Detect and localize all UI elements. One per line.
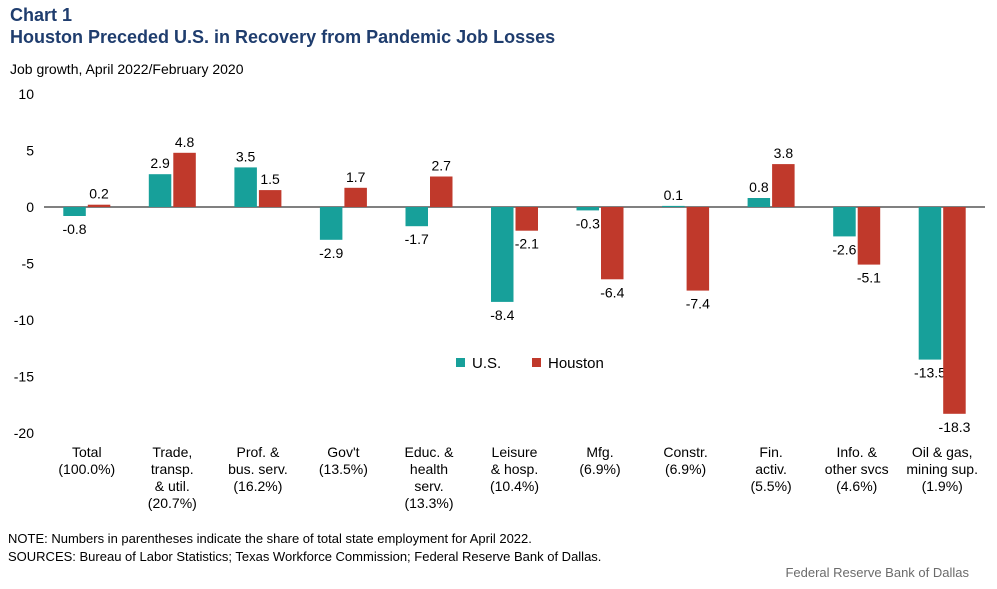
data-label: 4.8 bbox=[175, 134, 195, 150]
bar bbox=[833, 207, 856, 237]
bar bbox=[87, 204, 111, 207]
bar bbox=[686, 207, 710, 291]
data-label: 1.5 bbox=[260, 171, 280, 187]
x-tick-label: (13.3%) bbox=[404, 495, 453, 511]
bar bbox=[918, 207, 942, 360]
bar bbox=[662, 205, 685, 207]
x-tick-label: other svcs bbox=[825, 461, 889, 477]
x-tick-label: (4.6%) bbox=[836, 478, 877, 494]
chart-label: Chart 1 bbox=[10, 5, 73, 25]
bar bbox=[601, 207, 624, 280]
data-label: 0.2 bbox=[89, 186, 109, 202]
y-tick-label: -10 bbox=[14, 312, 34, 328]
data-label: -13.5 bbox=[914, 365, 946, 381]
bar bbox=[344, 187, 367, 207]
data-label: 0.1 bbox=[664, 187, 684, 203]
data-label: -5.1 bbox=[857, 270, 881, 286]
data-label: -1.7 bbox=[405, 231, 429, 247]
legend-entry: U.S. bbox=[472, 355, 501, 372]
data-label: -0.3 bbox=[576, 215, 600, 231]
data-label: 2.7 bbox=[431, 158, 451, 174]
data-label: -6.4 bbox=[600, 284, 624, 300]
bar bbox=[319, 207, 343, 240]
x-tick-label: (20.7%) bbox=[148, 495, 197, 511]
legend-entry: Houston bbox=[548, 355, 604, 372]
x-tick-label: Total bbox=[72, 444, 102, 460]
data-label: -7.4 bbox=[686, 296, 710, 312]
x-tick-label: & hosp. bbox=[491, 461, 538, 477]
footnote-sources: SOURCES: Bureau of Labor Statistics; Tex… bbox=[8, 549, 602, 564]
chart-title: Houston Preceded U.S. in Recovery from P… bbox=[10, 27, 556, 47]
x-tick-label: Prof. & bbox=[237, 444, 280, 460]
bar bbox=[491, 207, 514, 302]
bar bbox=[234, 167, 257, 207]
source-credit: Federal Reserve Bank of Dallas bbox=[785, 565, 969, 580]
x-tick-label: mining sup. bbox=[906, 461, 978, 477]
x-tick-label: & util. bbox=[155, 478, 190, 494]
x-tick-label: (6.9%) bbox=[579, 461, 620, 477]
y-axis-label: Job growth, April 2022/February 2020 bbox=[10, 61, 244, 77]
y-tick-label: 5 bbox=[26, 143, 34, 159]
legend-swatch bbox=[456, 358, 465, 367]
x-tick-label: Constr. bbox=[663, 444, 707, 460]
x-tick-label: Info. & bbox=[836, 444, 877, 460]
data-label: -2.1 bbox=[515, 236, 539, 252]
x-tick-label: Oil & gas, bbox=[912, 444, 973, 460]
bar bbox=[430, 176, 453, 207]
x-tick-label: Fin. bbox=[759, 444, 782, 460]
y-tick-label: -20 bbox=[14, 425, 34, 441]
x-tick-label: health bbox=[410, 461, 448, 477]
data-label: -2.9 bbox=[319, 245, 343, 261]
data-label: 1.7 bbox=[346, 169, 366, 185]
footnote-note: NOTE: Numbers in parentheses indicate th… bbox=[8, 531, 532, 546]
x-tick-label: Mfg. bbox=[586, 444, 613, 460]
data-label: -2.6 bbox=[832, 241, 856, 257]
y-tick-label: 10 bbox=[18, 86, 34, 102]
y-tick-label: 0 bbox=[26, 199, 34, 215]
x-tick-label: Gov't bbox=[327, 444, 359, 460]
x-tick-label: (6.9%) bbox=[665, 461, 706, 477]
data-label: 2.9 bbox=[150, 155, 170, 171]
bar bbox=[148, 174, 172, 207]
x-tick-label: (13.5%) bbox=[319, 461, 368, 477]
bar bbox=[405, 207, 428, 227]
data-label: 0.8 bbox=[749, 179, 769, 195]
data-label: 3.8 bbox=[774, 145, 794, 161]
x-tick-label: (10.4%) bbox=[490, 478, 539, 494]
x-tick-label: Educ. & bbox=[404, 444, 454, 460]
legend-swatch bbox=[532, 358, 541, 367]
bar bbox=[63, 207, 86, 216]
x-tick-label: Trade, bbox=[152, 444, 192, 460]
x-tick-label: activ. bbox=[755, 461, 787, 477]
bar bbox=[576, 207, 599, 211]
bar bbox=[943, 207, 966, 414]
bar bbox=[772, 164, 795, 207]
x-tick-label: bus. serv. bbox=[228, 461, 288, 477]
y-tick-label: -15 bbox=[14, 369, 34, 385]
bar bbox=[515, 207, 538, 231]
y-tick-label: -5 bbox=[22, 256, 35, 272]
data-label: -18.3 bbox=[939, 419, 971, 435]
bar bbox=[747, 198, 771, 207]
x-tick-label: (5.5%) bbox=[750, 478, 791, 494]
x-tick-label: Leisure bbox=[492, 444, 538, 460]
data-label: -8.4 bbox=[490, 307, 514, 323]
x-tick-label: serv. bbox=[414, 478, 443, 494]
data-label: -0.8 bbox=[62, 221, 86, 237]
bar bbox=[173, 152, 196, 207]
x-tick-label: (16.2%) bbox=[233, 478, 282, 494]
bar bbox=[258, 190, 282, 207]
data-label: 3.5 bbox=[236, 148, 256, 164]
x-tick-label: transp. bbox=[151, 461, 194, 477]
bar bbox=[857, 207, 881, 265]
x-tick-label: (1.9%) bbox=[922, 478, 963, 494]
x-tick-label: (100.0%) bbox=[58, 461, 115, 477]
